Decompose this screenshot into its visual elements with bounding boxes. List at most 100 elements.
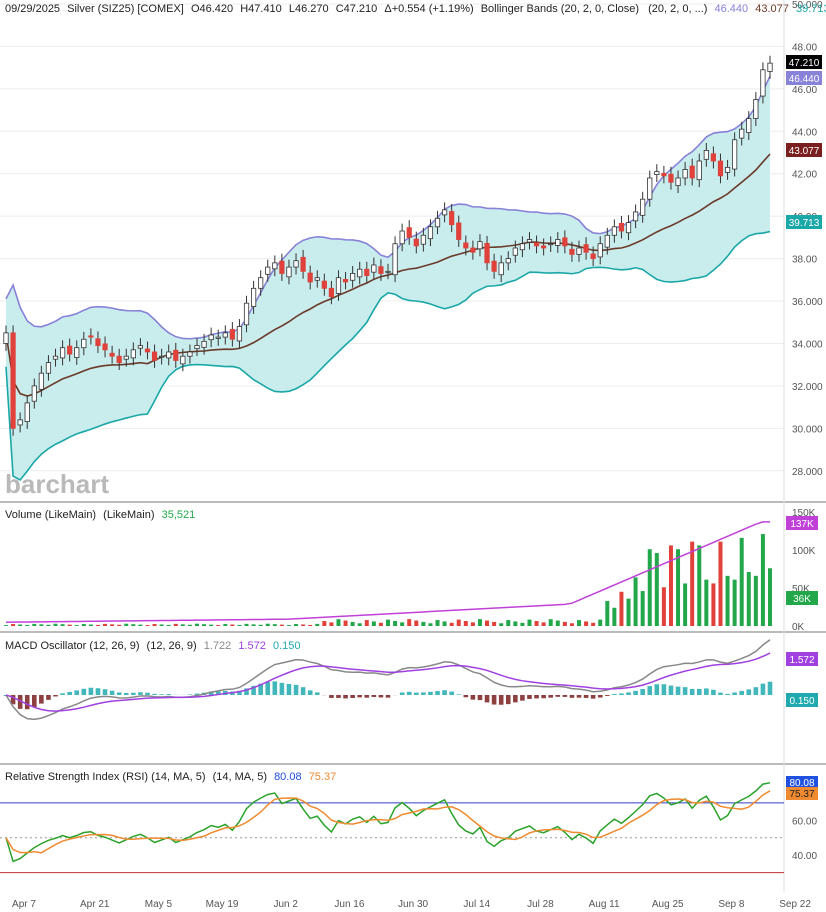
volume-bar bbox=[598, 619, 603, 626]
candle-body bbox=[703, 149, 709, 160]
date-tick: Sep 22 bbox=[779, 899, 811, 910]
candle-body bbox=[739, 128, 745, 139]
candle-body bbox=[364, 268, 370, 276]
macd-histogram-bar bbox=[187, 694, 193, 695]
volume-bar bbox=[294, 624, 299, 626]
rsi-badge-text: 80.08 bbox=[789, 778, 814, 789]
volume-bar bbox=[612, 607, 617, 626]
macd-histogram-bar bbox=[307, 690, 313, 695]
candle-body bbox=[498, 262, 504, 276]
volume-bar bbox=[131, 624, 136, 626]
candle-body bbox=[243, 302, 250, 326]
volume-bar bbox=[159, 624, 164, 626]
volume-bar bbox=[81, 624, 86, 626]
volume-bar bbox=[209, 624, 214, 626]
candle-body bbox=[116, 355, 122, 363]
macd-histogram-bar bbox=[604, 695, 610, 696]
macd-histogram-bar bbox=[696, 688, 702, 695]
candle-body bbox=[95, 338, 101, 346]
candle-body bbox=[357, 268, 363, 278]
volume-panel: 150K 100K 50K 0K bbox=[4, 508, 816, 633]
macd-signal-line bbox=[5, 652, 771, 712]
volume-bar bbox=[32, 623, 37, 626]
macd-histogram-bar bbox=[371, 695, 377, 697]
close-badge-text: 47.210 bbox=[789, 58, 820, 69]
mid-band-badge bbox=[786, 143, 822, 157]
volume-bar bbox=[88, 624, 93, 626]
macd-histogram-bar bbox=[413, 692, 419, 695]
candle-body bbox=[215, 336, 221, 339]
candle-body bbox=[371, 264, 377, 273]
candle-body bbox=[385, 270, 391, 273]
macd-histogram-bar bbox=[633, 690, 638, 695]
volume-bar bbox=[173, 623, 178, 626]
macd-histogram-bar bbox=[647, 686, 653, 695]
macd-histogram-bar bbox=[428, 691, 433, 695]
macd-histogram-bar bbox=[498, 695, 504, 705]
macd-histogram-bar bbox=[286, 683, 292, 695]
candle-body bbox=[512, 247, 518, 256]
volume-bar bbox=[152, 624, 157, 626]
volume-bar bbox=[187, 624, 192, 626]
volume-bar bbox=[286, 625, 291, 626]
lower-band-line bbox=[5, 230, 771, 482]
candle-body bbox=[392, 243, 398, 276]
macd-histogram-bar bbox=[583, 695, 589, 698]
volume-bar bbox=[230, 624, 235, 626]
macd-histogram-bar bbox=[350, 695, 355, 698]
macd-histogram-bar bbox=[513, 695, 518, 703]
volume-bar bbox=[74, 625, 79, 626]
volume-bar bbox=[492, 621, 497, 626]
macd-histogram-bar bbox=[237, 690, 242, 695]
macd-histogram-bar bbox=[732, 692, 737, 695]
price-tick: 28.000 bbox=[792, 467, 823, 478]
macd-histogram-bar bbox=[208, 691, 214, 695]
volume-bar bbox=[711, 583, 716, 626]
volume-bar bbox=[569, 623, 574, 626]
candle-body bbox=[470, 247, 476, 253]
rsi-ma-line bbox=[5, 790, 771, 854]
volume-bar bbox=[633, 577, 638, 626]
candle-body bbox=[696, 160, 702, 181]
candle-body bbox=[286, 266, 292, 278]
macd-histogram-bar bbox=[194, 693, 200, 695]
rsi-label: Relative Strength Index (RSI) (14, MA, 5… bbox=[5, 771, 336, 783]
price-tick: 50.000 bbox=[792, 0, 823, 11]
candle-body bbox=[229, 329, 235, 340]
candle-body bbox=[52, 355, 59, 360]
volume-bar bbox=[371, 621, 376, 626]
candle-body bbox=[38, 372, 44, 390]
date-tick: Aug 25 bbox=[652, 899, 684, 910]
candle-body bbox=[300, 256, 306, 272]
candle-body bbox=[555, 239, 561, 246]
volume-bar bbox=[67, 624, 72, 626]
volume-bar bbox=[753, 575, 758, 626]
volume-bar bbox=[485, 620, 490, 626]
volume-bar bbox=[456, 619, 461, 626]
macd-histogram-bar bbox=[753, 687, 759, 695]
volume-bar bbox=[216, 625, 221, 626]
rsi-tick: 60.00 bbox=[792, 816, 817, 827]
macd-histogram-bar bbox=[215, 691, 221, 695]
macd-histogram-bar bbox=[654, 684, 660, 695]
volume-bar bbox=[619, 591, 624, 626]
macd-histogram-bar bbox=[619, 693, 624, 695]
volume-bar bbox=[145, 625, 150, 626]
volume-bar bbox=[46, 624, 51, 626]
date-axis: Apr 7 Apr 21 May 5 May 19 Jun 2 Jun 16 Jun 30 J… bbox=[12, 899, 811, 910]
candle-body bbox=[258, 277, 264, 289]
header-line: 09/29/2025 Silver (SIZ25) [COMEX] O46.42… bbox=[5, 3, 826, 15]
macd-histogram-bar bbox=[456, 694, 462, 695]
volume-bar bbox=[180, 624, 185, 626]
volume-bar bbox=[513, 621, 518, 626]
macd-histogram-bar bbox=[67, 691, 72, 695]
macd-histogram-bar bbox=[138, 692, 143, 695]
candle-body bbox=[180, 355, 186, 365]
candle-body bbox=[661, 172, 667, 177]
macd-histogram-bar bbox=[152, 693, 157, 695]
volume-bar bbox=[329, 622, 334, 626]
macd-histogram-bar bbox=[689, 688, 695, 695]
volume-bar bbox=[746, 572, 751, 626]
candle-body bbox=[279, 260, 285, 274]
